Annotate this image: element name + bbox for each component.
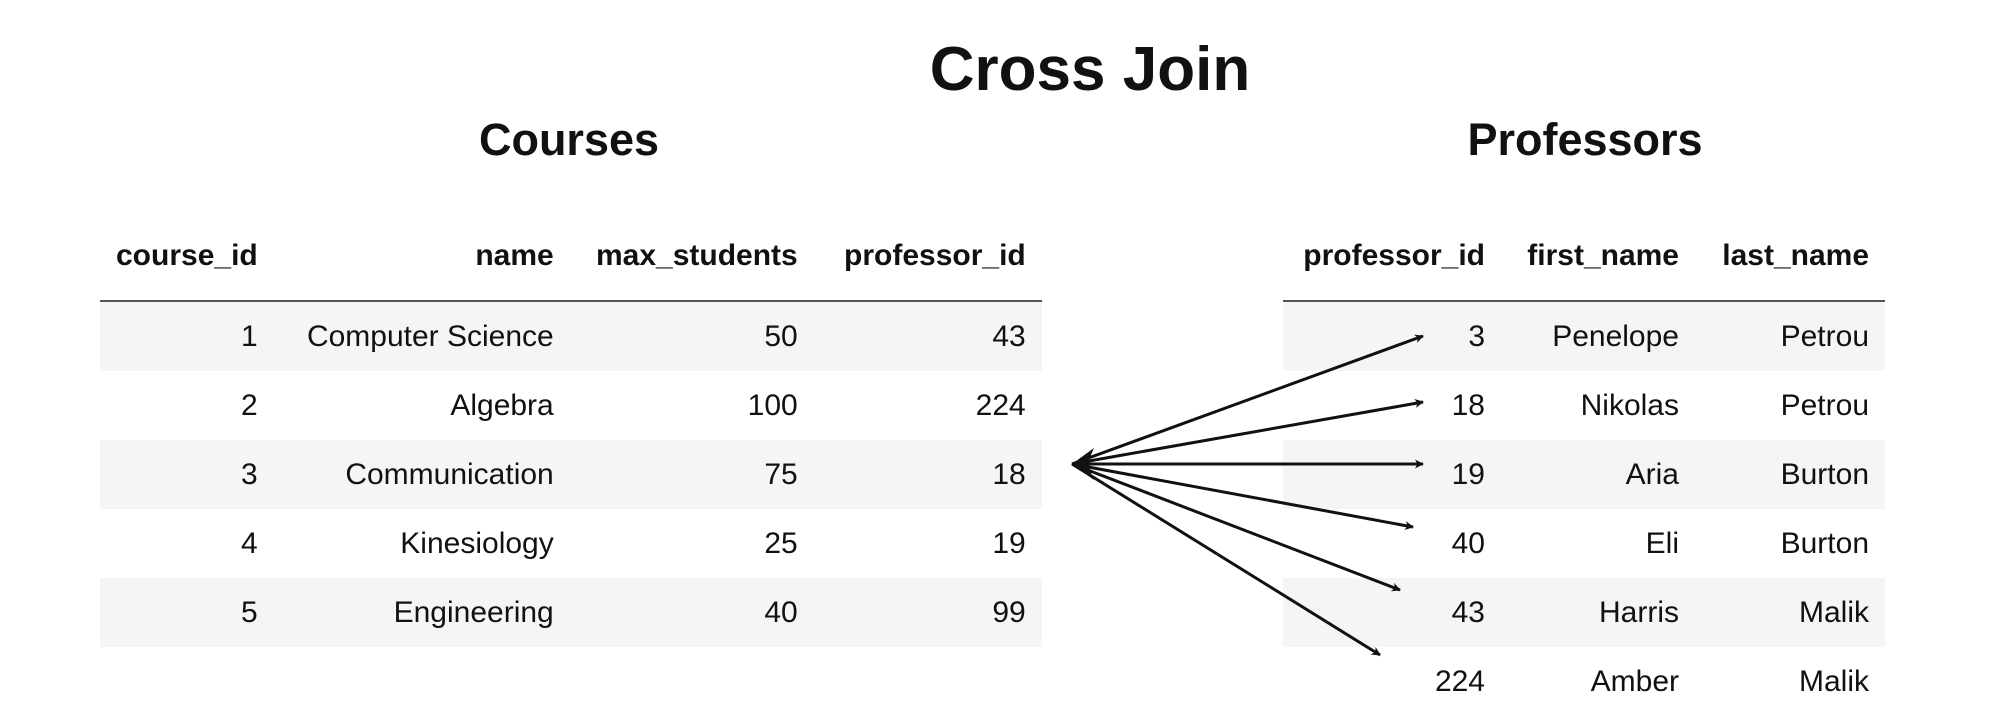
professors-column-header: first_name bbox=[1501, 212, 1695, 302]
first-name-cell: Harris bbox=[1501, 578, 1695, 647]
professors-column-header: professor_id bbox=[1283, 212, 1501, 302]
arrow-to-professor-row-4 bbox=[1071, 462, 1414, 530]
course-professor-id-cell: 224 bbox=[813, 371, 1042, 440]
courses-column-header: max_students bbox=[569, 212, 814, 302]
arrow-group bbox=[1071, 334, 1424, 657]
arrow-to-professor-row-1 bbox=[1071, 334, 1424, 466]
professors-row: 43 Harris Malik bbox=[1283, 578, 1885, 647]
max-students-cell: 50 bbox=[569, 301, 814, 371]
course-professor-id-cell: 19 bbox=[813, 509, 1042, 578]
first-name-cell: Eli bbox=[1501, 509, 1695, 578]
first-name-cell: Nikolas bbox=[1501, 371, 1695, 440]
courses-row: 4 Kinesiology 25 19 bbox=[100, 509, 1042, 578]
professors-row: 18 Nikolas Petrou bbox=[1283, 371, 1885, 440]
courses-row: 2 Algebra 100 224 bbox=[100, 371, 1042, 440]
course-professor-id-cell: 99 bbox=[813, 578, 1042, 647]
course-name-cell: Communication bbox=[273, 440, 570, 509]
professor-id-cell: 19 bbox=[1283, 440, 1501, 509]
professor-id-cell: 18 bbox=[1283, 371, 1501, 440]
courses-column-header: professor_id bbox=[813, 212, 1042, 302]
course-id-cell: 1 bbox=[100, 301, 274, 371]
professors-table: professor_id first_name last_name 3 Pene… bbox=[1283, 212, 1885, 716]
last-name-cell: Malik bbox=[1695, 578, 1885, 647]
courses-table-title: Courses bbox=[478, 114, 660, 165]
last-name-cell: Petrou bbox=[1695, 371, 1885, 440]
course-id-cell: 3 bbox=[100, 440, 274, 509]
professors-column-header: last_name bbox=[1695, 212, 1885, 302]
course-id-cell: 4 bbox=[100, 509, 274, 578]
first-name-cell: Aria bbox=[1501, 440, 1695, 509]
max-students-cell: 40 bbox=[569, 578, 814, 647]
arrow-to-professor-row-2 bbox=[1071, 398, 1424, 466]
max-students-cell: 75 bbox=[569, 440, 814, 509]
courses-row: 5 Engineering 40 99 bbox=[100, 578, 1042, 647]
professors-row: 40 Eli Burton bbox=[1283, 509, 1885, 578]
professor-id-cell: 224 bbox=[1283, 647, 1501, 716]
courses-table: course_id name max_students professor_id… bbox=[100, 212, 1042, 647]
max-students-cell: 25 bbox=[569, 509, 814, 578]
last-name-cell: Malik bbox=[1695, 647, 1885, 716]
course-name-cell: Computer Science bbox=[273, 301, 570, 371]
professors-row: 3 Penelope Petrou bbox=[1283, 301, 1885, 371]
professors-header-row: professor_id first_name last_name bbox=[1283, 212, 1885, 302]
arrow-origin-head bbox=[1072, 448, 1094, 480]
course-professor-id-cell: 18 bbox=[813, 440, 1042, 509]
first-name-cell: Amber bbox=[1501, 647, 1695, 716]
courses-header-row: course_id name max_students professor_id bbox=[100, 212, 1042, 302]
courses-row: 3 Communication 75 18 bbox=[100, 440, 1042, 509]
course-id-cell: 5 bbox=[100, 578, 274, 647]
professor-id-cell: 3 bbox=[1283, 301, 1501, 371]
course-name-cell: Engineering bbox=[273, 578, 570, 647]
last-name-cell: Burton bbox=[1695, 440, 1885, 509]
first-name-cell: Penelope bbox=[1501, 301, 1695, 371]
last-name-cell: Burton bbox=[1695, 509, 1885, 578]
max-students-cell: 100 bbox=[569, 371, 814, 440]
professors-row: 19 Aria Burton bbox=[1283, 440, 1885, 509]
course-id-cell: 2 bbox=[100, 371, 274, 440]
course-name-cell: Algebra bbox=[273, 371, 570, 440]
courses-row: 1 Computer Science 50 43 bbox=[100, 301, 1042, 371]
diagram-title: Cross Join bbox=[929, 35, 1251, 104]
professors-table-title: Professors bbox=[1467, 114, 1703, 165]
last-name-cell: Petrou bbox=[1695, 301, 1885, 371]
arrow-to-professor-row-6 bbox=[1071, 462, 1381, 657]
courses-column-header: course_id bbox=[100, 212, 274, 302]
professor-id-cell: 40 bbox=[1283, 509, 1501, 578]
courses-column-header: name bbox=[273, 212, 570, 302]
arrow-to-professor-row-5 bbox=[1071, 462, 1401, 592]
professors-row: 224 Amber Malik bbox=[1283, 647, 1885, 716]
course-professor-id-cell: 43 bbox=[813, 301, 1042, 371]
course-name-cell: Kinesiology bbox=[273, 509, 570, 578]
